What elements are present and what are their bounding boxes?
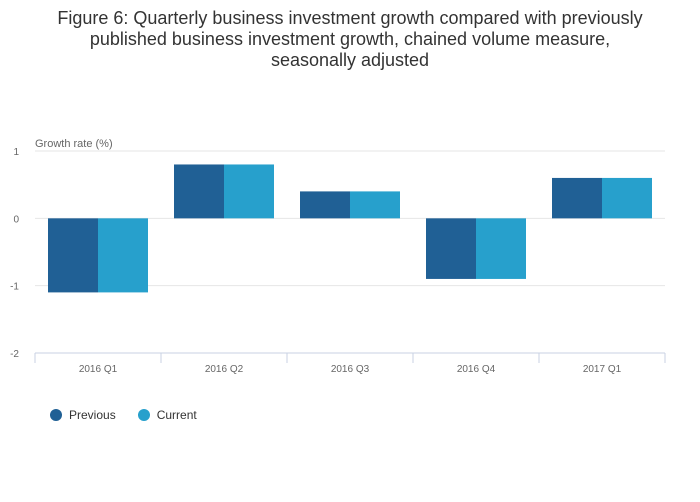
chart-title-line-1: Figure 6: Quarterly business investment …: [57, 8, 643, 28]
y-axis-ticks: 1 0 -1 -2: [10, 147, 19, 360]
y-tick-label: 1: [13, 147, 19, 158]
legend: Previous Current: [50, 408, 219, 422]
bar-previous-2017-q1[interactable]: [552, 177, 602, 219]
chart-title-line-3: seasonally adjusted: [270, 50, 430, 70]
y-tick-label: -2: [10, 349, 19, 360]
legend-marker-current: [137, 409, 150, 421]
legend-marker-previous: [50, 409, 62, 421]
chart-title-line-2: published business investment growth, ch…: [89, 29, 611, 49]
legend-item-current[interactable]: Current: [137, 408, 197, 422]
legend-label-current: Current: [156, 408, 197, 422]
bar-previous-2016-q1[interactable]: [48, 218, 98, 293]
legend-label-previous: Previous: [69, 408, 116, 422]
y-axis-title: Growth rate (%): [35, 138, 113, 150]
x-axis: 2016 Q1 2016 Q2 2016 Q3 2016 Q4 2017 Q1: [34, 352, 666, 375]
x-tick-label: 2016 Q2: [205, 364, 244, 375]
x-tick-label: 2017 Q1: [583, 364, 622, 375]
y-tick-label: 0: [13, 214, 19, 225]
x-tick-label: 2016 Q1: [79, 364, 118, 375]
y-tick-label: -1: [10, 282, 19, 293]
x-tick-label: 2016 Q3: [331, 364, 370, 375]
bar-current-2016-q3[interactable]: [350, 191, 400, 219]
bar-current-2016-q1[interactable]: [98, 218, 148, 293]
bars: [48, 164, 652, 293]
legend-item-previous[interactable]: Previous: [50, 408, 116, 422]
bar-previous-2016-q3[interactable]: [300, 191, 350, 219]
bar-current-2017-q1[interactable]: [602, 177, 652, 219]
bar-previous-2016-q2[interactable]: [174, 164, 224, 219]
bar-current-2016-q2[interactable]: [224, 164, 274, 219]
bar-current-2016-q4[interactable]: [476, 218, 526, 279]
bar-previous-2016-q4[interactable]: [426, 218, 476, 279]
x-tick-label: 2016 Q4: [457, 364, 496, 375]
chart-title: Figure 6: Quarterly business investment …: [20, 8, 680, 71]
